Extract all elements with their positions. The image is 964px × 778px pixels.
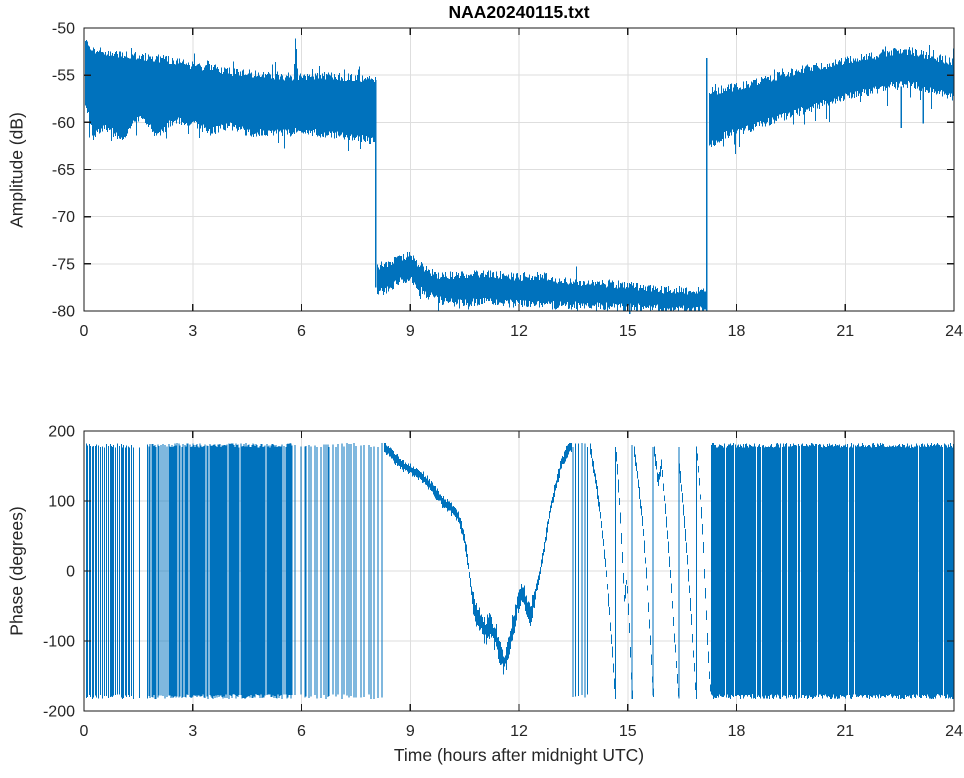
x-tick-label: 18 [728,723,746,740]
y-tick-label: -70 [52,209,75,226]
amp-event-spikes [375,58,924,314]
x-tick-label: 18 [728,323,746,340]
time-x-axis-label: Time (hours after midnight UTC) [393,745,645,765]
x-tick-label: 21 [836,323,854,340]
x-tick-label: 0 [80,323,89,340]
y-tick-label: 100 [48,494,75,511]
x-tick-label: 24 [945,323,963,340]
y-tick-label: -50 [52,21,75,38]
amplitude-plot: 0 3 6 9 12 15 18 21 24 -80 -75 -70 -65 -60 -55 -50 [52,21,963,341]
y-tick-label: -60 [52,115,75,132]
x-tick-label: 6 [297,323,306,340]
y-tick-label: -100 [43,634,75,651]
amp-tick-labels: 0 3 6 9 12 15 18 21 24 -80 -75 -70 -65 -60 -55 -50 [52,21,963,341]
x-tick-label: 9 [406,723,415,740]
x-tick-label: 15 [619,323,637,340]
amp-signal-trace [85,38,954,311]
x-tick-label: 24 [945,723,963,740]
amp-axes-box [83,27,955,312]
y-tick-label: 200 [48,424,75,441]
x-tick-label: 3 [188,323,197,340]
x-tick-label: 3 [188,723,197,740]
phase-axes-box [83,430,955,712]
y-tick-label: -55 [52,68,75,85]
y-tick-label: -80 [52,304,75,321]
x-tick-label: 21 [836,723,854,740]
x-tick-label: 0 [80,723,89,740]
y-tick-label: -200 [43,704,75,721]
amplitude-y-axis-label: Amplitude (dB) [6,112,27,228]
x-tick-label: 12 [510,323,528,340]
x-tick-label: 9 [406,323,415,340]
phase-coherent-curve [384,442,711,700]
y-tick-label: -75 [52,256,75,273]
x-tick-label: 15 [619,723,637,740]
x-tick-label: 6 [297,723,306,740]
chart-title: NAA20240115.txt [448,2,590,22]
y-tick-label: -65 [52,162,75,179]
phase-plot: 0 3 6 9 12 15 18 21 24 -200 -100 0 100 200 [43,424,963,741]
y-tick-label: 0 [66,564,75,581]
phase-y-axis-label: Phase (degrees) [6,506,27,636]
x-tick-label: 12 [510,723,528,740]
phase-tick-labels: 0 3 6 9 12 15 18 21 24 -200 -100 0 100 200 [43,424,963,741]
amp-gridlines [84,28,954,311]
